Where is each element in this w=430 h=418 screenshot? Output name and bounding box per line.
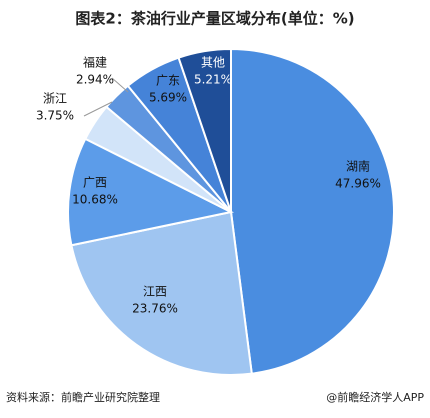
source-note: 资料来源：前瞻产业研究院整理 [6,390,160,404]
slice-value-label: 47.96% [335,177,381,191]
slice-value-label: 10.68% [72,193,118,207]
brand-note: @前瞻经济学人APP [326,390,424,404]
leader-line [83,101,113,117]
slice-value-label: 5.69% [149,91,187,105]
pie-slice [177,47,232,213]
slice-label: 湖南 [346,159,370,174]
slice-label: 江西 [143,285,167,299]
leader-line [111,77,129,93]
slice-label: 其他 [201,56,225,70]
pie-slice [230,47,395,375]
pie-slice [70,210,253,376]
slice-label: 广东 [156,74,180,88]
chart-title: 图表2：茶油行业产量区域分布(单位：%) [75,10,354,28]
slice-label: 浙江 [43,92,67,106]
slice-value-label: 3.75% [36,109,74,123]
slice-value-label: 23.76% [132,302,178,316]
slice-value-label: 5.21% [194,73,232,87]
slice-value-label: 2.94% [76,73,114,87]
slice-label: 广西 [83,176,107,190]
slice-label: 福建 [83,55,107,70]
pie-slice [67,137,235,247]
pie [67,47,395,376]
